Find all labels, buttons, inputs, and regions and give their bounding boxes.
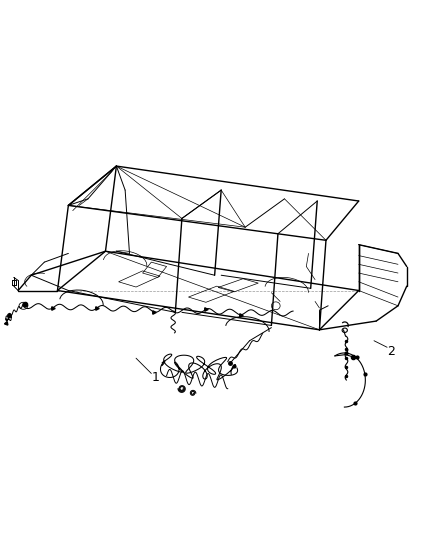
Text: 1: 1	[152, 372, 159, 384]
Text: 2: 2	[388, 345, 396, 358]
